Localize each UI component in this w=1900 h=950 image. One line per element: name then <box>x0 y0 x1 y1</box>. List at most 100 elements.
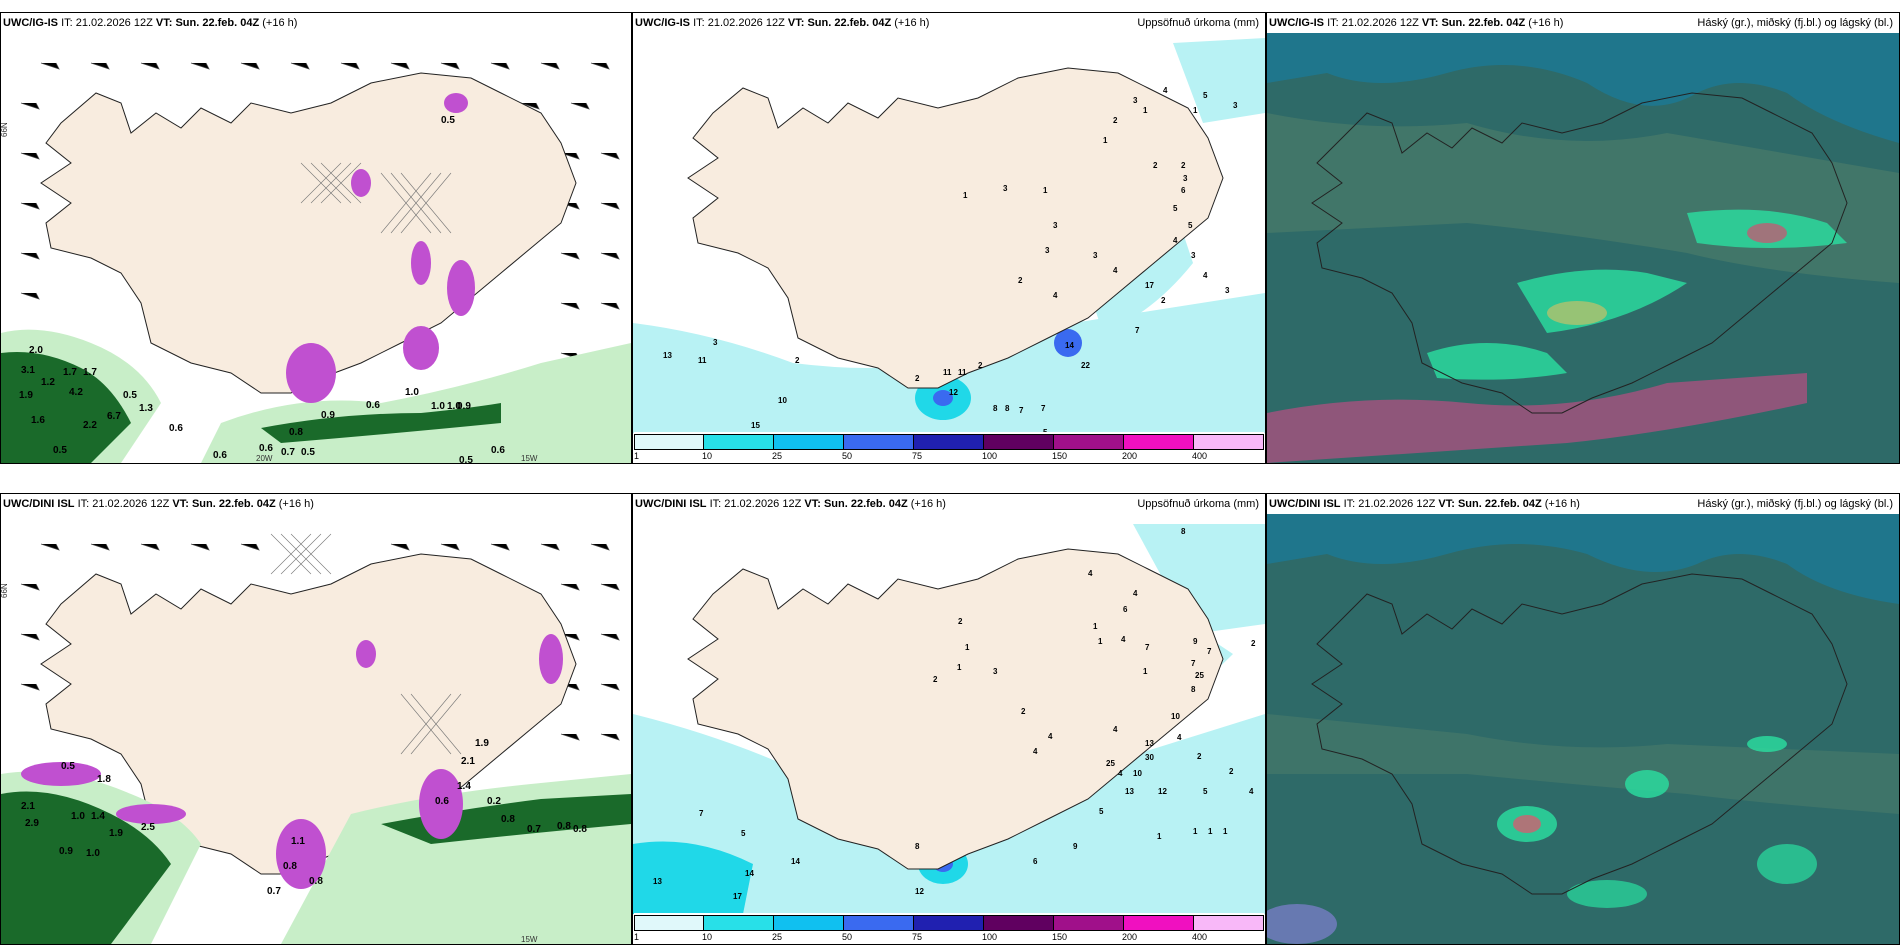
svg-text:5: 5 <box>1099 807 1104 816</box>
colorbar-tick: 100 <box>982 932 998 942</box>
svg-text:4.2: 4.2 <box>69 387 83 398</box>
iceland-landmass <box>40 72 577 394</box>
colorbar-segment <box>844 434 914 450</box>
colorbar-tick: 1 <box>634 451 640 461</box>
svg-text:0.2: 0.2 <box>487 796 501 807</box>
lead-time: (+16 h) <box>1528 17 1564 29</box>
colorbar-segment <box>984 434 1054 450</box>
init-time: 21.02.2026 12Z <box>92 498 170 510</box>
lead-time: (+16 h) <box>910 498 946 510</box>
model-name: UWC/IG-IS <box>3 17 58 29</box>
map-clouds <box>1267 514 1899 944</box>
svg-text:5: 5 <box>1203 91 1208 100</box>
colorbar-tick: 75 <box>912 451 923 461</box>
colorbar-tick: 150 <box>1052 451 1068 461</box>
precip-labels: 2.0 3.1 1.7 1.7 1.2 4.2 1.9 0.5 6.7 1.6 … <box>19 115 505 463</box>
colorbar-segment <box>1194 915 1264 931</box>
svg-text:3: 3 <box>1003 184 1008 193</box>
colorbar-segment <box>704 915 774 931</box>
svg-text:11: 11 <box>698 356 707 365</box>
svg-text:1.9: 1.9 <box>19 390 33 401</box>
svg-text:4: 4 <box>1033 747 1038 756</box>
map-title: Háský (gr.), miðský (fj.bl.) og lágský (… <box>1697 17 1893 29</box>
svg-text:13: 13 <box>663 351 672 360</box>
svg-text:0.5: 0.5 <box>53 445 67 456</box>
svg-text:7: 7 <box>1041 404 1046 413</box>
svg-text:1.2: 1.2 <box>41 377 55 388</box>
svg-text:1.1: 1.1 <box>291 836 305 847</box>
lead-time: (+16 h) <box>278 498 314 510</box>
svg-text:1: 1 <box>1208 827 1213 836</box>
panel-header: UWC/DINI ISL IT: 21.02.2026 12Z VT: Sun.… <box>633 494 1265 514</box>
svg-text:1.3: 1.3 <box>139 403 153 414</box>
svg-text:2: 2 <box>1153 161 1158 170</box>
colorbar-tick: 200 <box>1122 451 1138 461</box>
svg-text:1.4: 1.4 <box>91 811 105 822</box>
svg-text:4: 4 <box>1163 86 1168 95</box>
svg-text:4: 4 <box>1203 271 1208 280</box>
svg-text:7: 7 <box>1207 647 1212 656</box>
svg-text:0.8: 0.8 <box>501 814 515 825</box>
model-name: UWC/DINI ISL <box>1269 498 1341 510</box>
valid-time: Sun. 22.feb. 04Z <box>1441 17 1526 29</box>
colorbar-tick: 150 <box>1052 932 1068 942</box>
svg-text:0.9: 0.9 <box>321 410 335 421</box>
cloud-layers <box>1267 33 1899 463</box>
map-accum-precip: 3 13 11 2 10 15 10 2 11 11 12 8 8 7 7 5 … <box>633 33 1265 433</box>
precip-shading <box>1 634 631 944</box>
svg-text:4: 4 <box>1133 589 1138 598</box>
svg-text:1: 1 <box>1193 106 1198 115</box>
valid-time: Sun. 22.feb. 04Z <box>807 17 892 29</box>
panel-dini-accum-precip: UWC/DINI ISL IT: 21.02.2026 12Z VT: Sun.… <box>632 493 1266 945</box>
colorbar-tick: 400 <box>1192 451 1208 461</box>
svg-text:1.8: 1.8 <box>97 774 111 785</box>
svg-text:6: 6 <box>1033 857 1038 866</box>
svg-text:1: 1 <box>1098 637 1103 646</box>
svg-text:0.6: 0.6 <box>435 796 449 807</box>
map-title: Háský (gr.), miðský (fj.bl.) og lágský (… <box>1697 498 1893 510</box>
colorbar-tick: 200 <box>1122 932 1138 942</box>
colorbar: 1 10 25 50 75 100 150 200 400 <box>634 913 1264 943</box>
svg-text:1.7: 1.7 <box>83 367 97 378</box>
colorbar-segment <box>634 434 704 450</box>
colorbar-segment <box>1124 915 1194 931</box>
valid-time: Sun. 22.feb. 04Z <box>175 17 260 29</box>
svg-text:9: 9 <box>1073 842 1078 851</box>
colorbar-tick: 75 <box>912 932 923 942</box>
svg-text:3: 3 <box>1183 174 1188 183</box>
precip-shading <box>1 93 631 463</box>
svg-text:2.0: 2.0 <box>29 345 43 356</box>
svg-text:4: 4 <box>1113 266 1118 275</box>
svg-text:8: 8 <box>1191 685 1196 694</box>
svg-text:14: 14 <box>1065 341 1074 350</box>
svg-text:1: 1 <box>963 191 968 200</box>
svg-text:1: 1 <box>1157 832 1162 841</box>
svg-text:15: 15 <box>751 421 760 430</box>
panel-header: UWC/IG-IS IT: 21.02.2026 12Z VT: Sun. 22… <box>633 13 1265 33</box>
colorbar-segment <box>1054 434 1124 450</box>
init-time: 21.02.2026 12Z <box>707 17 785 29</box>
svg-text:1.0: 1.0 <box>71 811 85 822</box>
snow-hatching <box>270 533 462 755</box>
svg-text:20W: 20W <box>256 454 273 463</box>
svg-text:4: 4 <box>1177 733 1182 742</box>
svg-text:1.0: 1.0 <box>447 401 461 412</box>
colorbar-tick: 10 <box>702 932 713 942</box>
svg-text:4: 4 <box>1048 732 1053 741</box>
svg-text:4: 4 <box>1088 569 1093 578</box>
svg-text:5: 5 <box>1173 204 1178 213</box>
svg-text:2: 2 <box>1197 752 1202 761</box>
init-time: 21.02.2026 12Z <box>75 17 153 29</box>
svg-text:10: 10 <box>1133 769 1142 778</box>
svg-text:13: 13 <box>653 877 662 886</box>
colorbar-tick: 10 <box>702 451 713 461</box>
axis-labels: 66N 20W 15W <box>1 122 538 463</box>
svg-text:2: 2 <box>1251 639 1256 648</box>
svg-text:2: 2 <box>1021 707 1026 716</box>
colorbar-tick: 100 <box>982 451 998 461</box>
snow-hatching <box>300 162 452 234</box>
lead-time: (+16 h) <box>894 17 930 29</box>
colorbar-segment <box>1054 915 1124 931</box>
svg-text:0.6: 0.6 <box>491 445 505 456</box>
svg-text:3: 3 <box>993 667 998 676</box>
